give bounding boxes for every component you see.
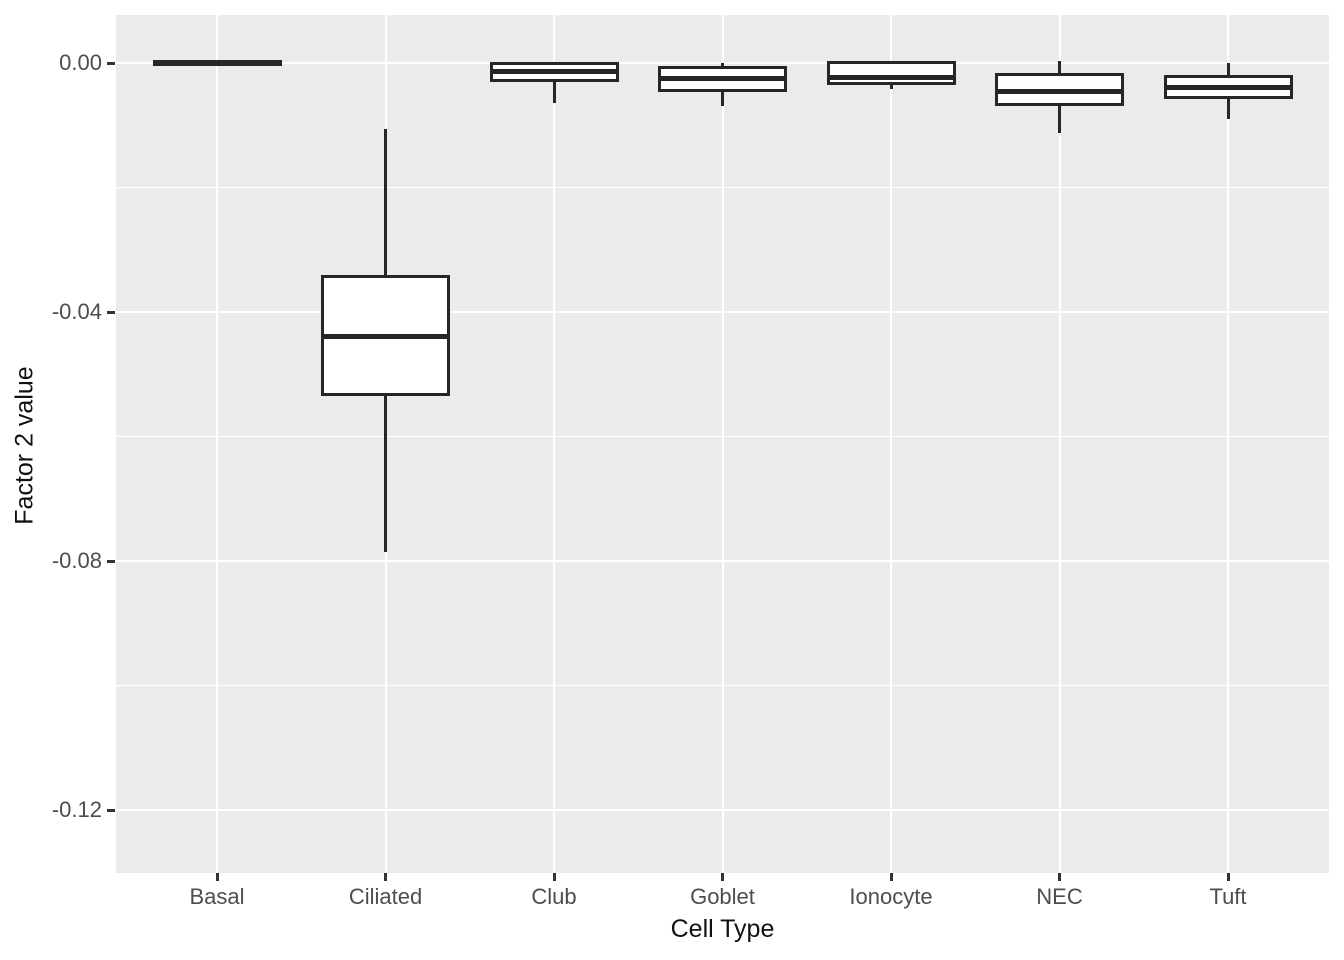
median-basal <box>152 60 282 66</box>
x-tick <box>1226 873 1230 881</box>
lower-whisker <box>889 81 893 89</box>
x-major-gridline <box>890 15 892 873</box>
y-tick-label: -0.04 <box>51 299 102 324</box>
median-club <box>489 69 619 75</box>
x-tick-label-ciliated: Ciliated <box>348 884 423 909</box>
x-major-gridline <box>721 15 724 873</box>
x-tick <box>215 873 219 881</box>
y-tick-label: -0.12 <box>51 797 102 822</box>
y-tick <box>107 61 115 65</box>
y-tick-label: 0.00 <box>59 50 102 75</box>
y-tick <box>107 559 115 563</box>
x-tick-label-goblet: Goblet <box>690 884 755 909</box>
lower-whisker <box>1058 102 1061 134</box>
x-major-gridline <box>216 15 218 873</box>
x-tick <box>721 873 724 881</box>
upper-whisker <box>1226 63 1230 78</box>
lower-whisker <box>721 88 724 106</box>
x-tick-label-basal: Basal <box>189 884 245 909</box>
median-nec <box>995 89 1124 95</box>
x-major-gridline <box>553 15 555 873</box>
x-tick-label-nec: NEC <box>1036 884 1083 909</box>
y-tick <box>107 808 115 812</box>
y-tick-label: -0.08 <box>51 548 102 573</box>
x-tick-label-tuft: Tuft <box>1209 884 1247 909</box>
median-ciliated <box>321 334 450 340</box>
median-goblet <box>658 76 787 82</box>
lower-whisker <box>384 392 387 552</box>
y-axis-title: Factor 2 value <box>10 366 39 525</box>
x-tick <box>552 873 556 881</box>
x-axis-title: Cell Type <box>670 915 775 943</box>
lower-whisker <box>1226 95 1230 120</box>
upper-whisker <box>1058 61 1061 77</box>
upper-whisker <box>721 63 724 70</box>
median-tuft <box>1163 84 1293 90</box>
x-major-gridline <box>1058 15 1061 873</box>
x-tick <box>889 873 893 881</box>
plot-panel <box>116 15 1329 873</box>
x-major-gridline <box>1227 15 1229 873</box>
x-tick <box>1058 873 1061 881</box>
x-tick-label-ionocyte: Ionocyte <box>849 884 933 909</box>
upper-whisker <box>384 128 387 278</box>
lower-whisker <box>552 79 556 103</box>
median-ionocyte <box>826 75 956 81</box>
y-tick <box>107 310 115 314</box>
box-ionocyte <box>826 60 956 85</box>
x-tick-label-club: Club <box>531 884 577 909</box>
x-tick <box>384 873 387 881</box>
